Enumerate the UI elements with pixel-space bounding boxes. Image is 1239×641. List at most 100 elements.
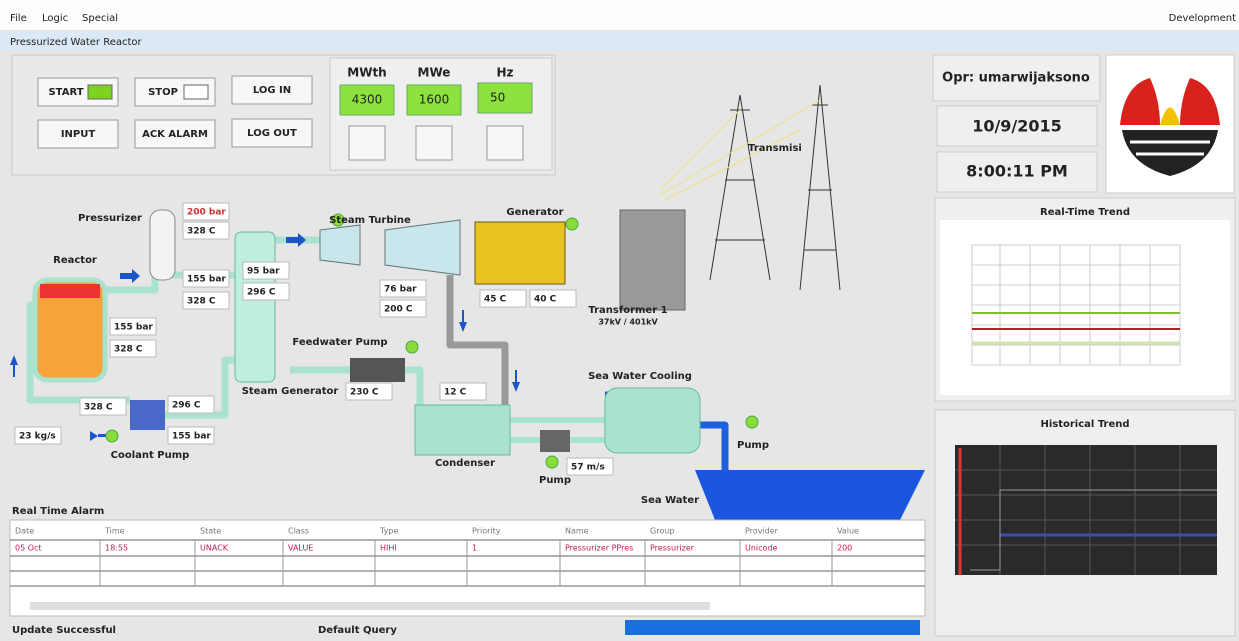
progress-bar bbox=[625, 620, 920, 635]
equipment-label: Pressurizer bbox=[78, 213, 142, 224]
start-indicator bbox=[88, 85, 112, 99]
alarm-cell: 05 Oct bbox=[15, 544, 42, 553]
alarm-header: Class bbox=[288, 527, 309, 536]
date: 10/9/2015 bbox=[972, 117, 1062, 136]
pressurizer bbox=[150, 210, 175, 280]
equipment-label: Sea Water Cooling bbox=[588, 371, 692, 382]
steam-generator bbox=[235, 232, 275, 382]
alarm-cell: UNACK bbox=[200, 544, 229, 553]
readout: 155 bar bbox=[114, 323, 153, 333]
readout: 12 C bbox=[444, 388, 467, 398]
equipment-label: Steam Generator bbox=[242, 386, 339, 397]
condenser bbox=[415, 405, 510, 455]
window-title: Pressurized Water Reactor bbox=[10, 37, 143, 48]
feedwater-pump bbox=[350, 358, 405, 382]
equipment-label: Transmisi bbox=[748, 143, 802, 154]
readout: 328 C bbox=[187, 297, 216, 307]
alarm-cell: 1 bbox=[472, 544, 477, 553]
equipment-label: Sea Water bbox=[641, 495, 699, 506]
alarm-header: Type bbox=[379, 527, 398, 536]
readout: 230 C bbox=[350, 388, 379, 398]
equipment-label: Feedwater Pump bbox=[292, 337, 387, 348]
transformer bbox=[620, 210, 685, 310]
meter-value: 50 bbox=[490, 91, 505, 105]
readout: 200 bar bbox=[187, 208, 226, 218]
menu-item[interactable]: Logic bbox=[42, 13, 68, 24]
status-text: Update Successful bbox=[12, 625, 116, 636]
scrollbar bbox=[30, 602, 710, 610]
button-label[interactable]: LOG OUT bbox=[247, 128, 297, 139]
readout: 95 bar bbox=[247, 267, 280, 277]
button-label[interactable]: ACK ALARM bbox=[142, 129, 208, 140]
trend-title: Historical Trend bbox=[1040, 419, 1129, 430]
equipment-label: Generator bbox=[506, 207, 563, 218]
alarm-header: State bbox=[200, 527, 221, 536]
equipment-label: Pump bbox=[737, 440, 769, 451]
generator bbox=[475, 222, 565, 284]
readout: 155 bar bbox=[187, 275, 226, 285]
time: 8:00:11 PM bbox=[966, 162, 1068, 181]
equipment-label: Condenser bbox=[435, 458, 495, 469]
alarm-header: Value bbox=[837, 527, 859, 536]
alarm-cell: Pressurizer PPres bbox=[565, 544, 633, 553]
alarm-cell: HIHI bbox=[380, 544, 397, 553]
readout: 40 C bbox=[534, 295, 557, 305]
chart-button[interactable] bbox=[349, 126, 385, 160]
coolant-pump bbox=[130, 400, 165, 430]
alarm-header: Time bbox=[104, 527, 125, 536]
readout: 57 m/s bbox=[571, 463, 605, 473]
pump bbox=[540, 430, 570, 452]
chart-button[interactable] bbox=[416, 126, 452, 160]
historical-plot bbox=[955, 445, 1217, 575]
alarm-cell: VALUE bbox=[288, 544, 313, 553]
equipment-label: Coolant Pump bbox=[111, 450, 190, 461]
meter-label: MWth bbox=[347, 66, 386, 80]
menu-bar bbox=[0, 0, 1239, 30]
alarm-header: Date bbox=[15, 527, 34, 536]
meter-label: Hz bbox=[496, 66, 513, 80]
readout: 328 C bbox=[84, 403, 113, 413]
alarm-header: Provider bbox=[745, 527, 779, 536]
meter-value: 4300 bbox=[352, 93, 383, 107]
reactor-head bbox=[40, 284, 100, 298]
stop-indicator bbox=[184, 85, 208, 99]
menu-item[interactable]: File bbox=[10, 13, 27, 24]
equipment-label: 37kV / 401kV bbox=[598, 318, 658, 327]
sea-water bbox=[695, 470, 925, 520]
readout: 45 C bbox=[484, 295, 507, 305]
button-label[interactable]: START bbox=[48, 87, 83, 98]
meter-label: MWe bbox=[418, 66, 451, 80]
operator: Opr: umarwijaksono bbox=[942, 71, 1090, 86]
menu-item[interactable]: Special bbox=[82, 13, 118, 24]
readout: 296 C bbox=[247, 288, 276, 298]
equipment-label: Steam Turbine bbox=[329, 215, 411, 226]
alarm-header: Priority bbox=[472, 527, 501, 536]
chart-button[interactable] bbox=[487, 126, 523, 160]
alarm-cell: 200 bbox=[837, 544, 852, 553]
readout: 76 bar bbox=[384, 285, 417, 295]
trend-title: Real-Time Trend bbox=[1040, 207, 1130, 218]
readout: 23 kg/s bbox=[19, 432, 56, 442]
alarm-cell: Pressurizer bbox=[650, 544, 695, 553]
page: Development Pressurized Water Reactor Op… bbox=[0, 0, 1239, 641]
alarm-cell: 18:55 bbox=[105, 544, 128, 553]
readout: 328 C bbox=[114, 345, 143, 355]
button-label[interactable]: LOG IN bbox=[253, 85, 291, 96]
readout: 328 C bbox=[187, 227, 216, 237]
button-label[interactable]: STOP bbox=[148, 87, 178, 98]
sea-water-cooling bbox=[605, 388, 700, 453]
alarm-cell: Unicode bbox=[745, 544, 778, 553]
button-label[interactable]: INPUT bbox=[61, 129, 96, 140]
title-bar bbox=[0, 32, 1239, 50]
readout: 200 C bbox=[384, 305, 413, 315]
menu-right: Development bbox=[1169, 13, 1236, 24]
alarm-header: Group bbox=[650, 527, 674, 536]
hmi-screen: Development Pressurized Water Reactor Op… bbox=[0, 0, 1239, 641]
alarm-header: Name bbox=[565, 527, 589, 536]
alarm-title: Real Time Alarm bbox=[12, 506, 104, 517]
equipment-label: Reactor bbox=[53, 255, 97, 266]
readout: 296 C bbox=[172, 401, 201, 411]
readout: 155 bar bbox=[172, 432, 211, 442]
status-text: Default Query bbox=[318, 625, 397, 636]
equipment-label: Pump bbox=[539, 475, 571, 486]
